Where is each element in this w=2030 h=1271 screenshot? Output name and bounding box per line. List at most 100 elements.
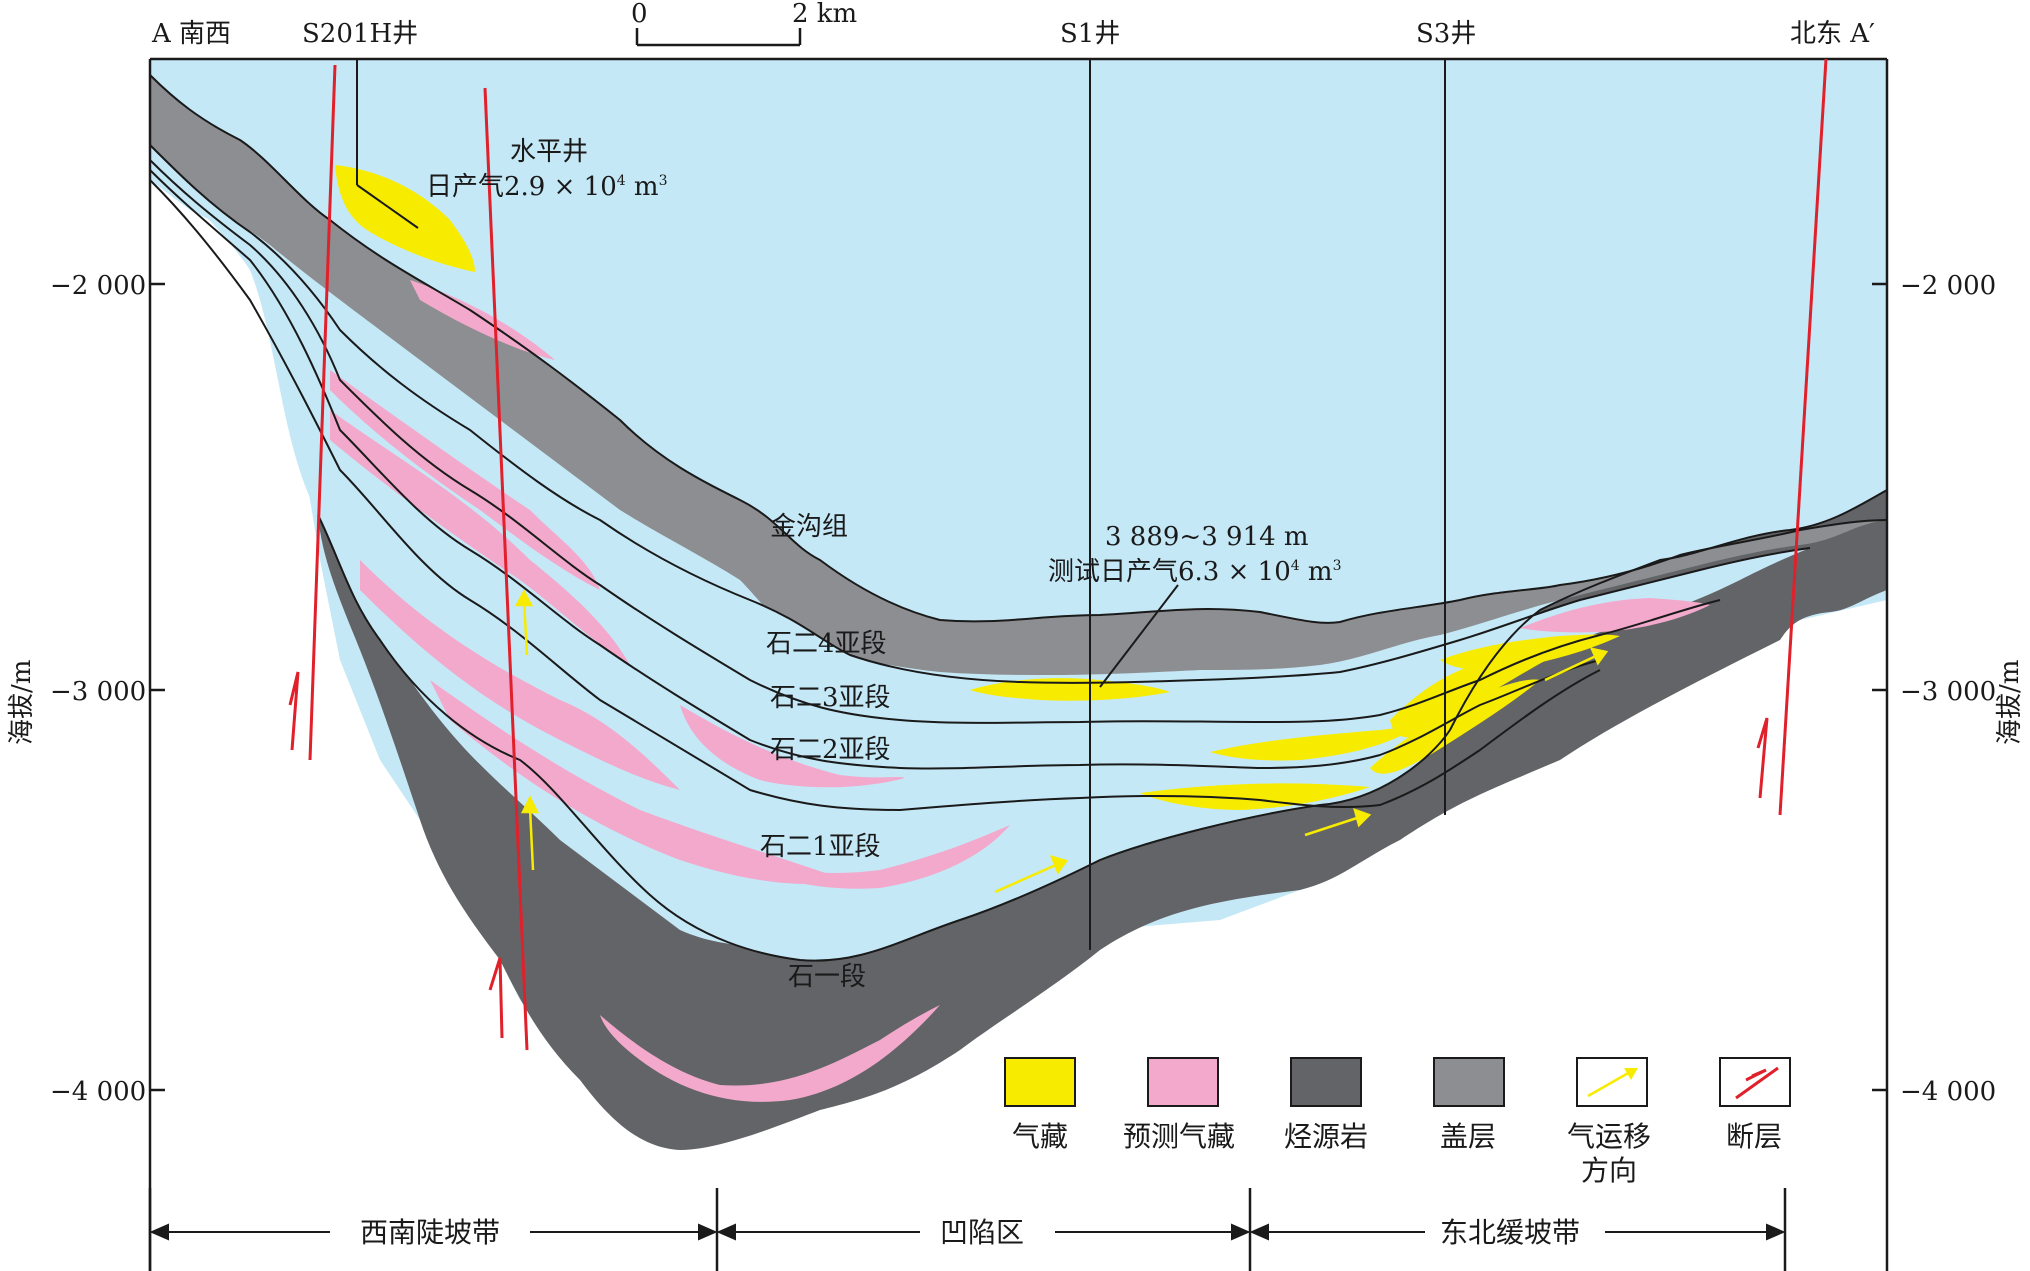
zone-label-depression: 凹陷区 [940,1216,1024,1249]
zone-arrow-head [1231,1223,1251,1241]
scale-bar [635,28,802,47]
section-right-end: 北东 A′ [1790,19,1875,49]
predicted-gas-lens [360,560,680,790]
legend-label-predicted-gas: 预测气藏 [1123,1120,1235,1153]
s1-production: 测试日产气6.3 × 104 m3 [1048,557,1342,587]
legend-label-fault: 断层 [1726,1120,1782,1153]
base-target-line [317,489,1888,962]
legend-label-migration: 气运移 [1567,1120,1651,1153]
horizon-line-4 [149,169,1601,770]
migration-arrow [1544,653,1599,682]
fault-arrow [488,957,504,1039]
gas-reservoirs [335,165,1620,810]
lower-white-fill [150,180,1887,1271]
formation-label-shi2-1: 石二1亚段 [760,832,881,862]
formation-label-jingou: 金沟组 [770,512,848,542]
zone-arrows [149,1223,1786,1241]
legend-label-gas: 气藏 [1012,1120,1068,1153]
horizon-line-5 [149,179,1601,812]
zone-arrow-head [1766,1223,1786,1241]
y-axis-ticks [150,282,1887,1092]
s1-production-unit: m [1300,557,1333,587]
gas-reservoir [1440,634,1620,670]
s201h-production: 日产气2.9 × 104 m3 [426,172,668,202]
migration-arrow-head [1049,855,1069,875]
legend-swatch-predicted-gas [1147,1057,1219,1107]
predicted-gas-lens [680,705,905,788]
faults [288,58,1828,1051]
s1-interval: 3 889~3 914 m [1105,522,1309,552]
wells [356,59,1446,950]
predicted-gas-lens [600,1005,940,1102]
migration-arrow [1304,815,1361,837]
y-axis-title-right: 海拔/m [1995,660,2025,745]
base-cap-line [149,144,1811,684]
legend-label-migration-2: 方向 [1581,1154,1637,1187]
fault-arrow [1756,717,1769,799]
zone-dividers [148,1188,1787,1271]
legend-swatch-gas [1004,1057,1076,1107]
s201h-production-unit-exp: 3 [659,173,668,189]
migration-arrow [528,807,535,871]
s201h-production-exp: 4 [617,173,626,189]
scale-end: 2 km [792,0,857,29]
y-tick-label-left: −4 000 [50,1077,146,1107]
legend-swatch-source-rock [1290,1057,1362,1107]
y-tick-label-left: −2 000 [50,271,146,301]
gas-reservoir [1390,655,1550,738]
fault-line [1778,58,1828,816]
legend-migration-arrow-icon [1587,1070,1631,1098]
formation-label-shi1: 石一段 [788,962,866,992]
zone-label-ne-gentle-slope: 东北缓坡带 [1440,1216,1580,1249]
legend-fault-icon [1735,1066,1779,1100]
predicted-gas-lens [1520,598,1710,633]
zone-arrow-head [698,1223,718,1241]
y-tick-label-left: −3 000 [50,677,146,707]
legend-migration-arrow-head [1624,1068,1638,1080]
legend-swatch-fault [1719,1057,1791,1107]
predicted-gas-lens [330,410,630,665]
zone-arrow-head [716,1223,736,1241]
horizon-lines [149,74,1888,962]
inner-blue-band [150,145,1810,946]
section-left-end: A 南西 [151,19,231,49]
fault-line [483,87,529,1051]
s1-production-exp: 4 [1291,558,1300,574]
fault-line [308,64,337,761]
gas-reservoir [1140,783,1370,810]
predicted-gas-lens [410,280,555,360]
s1-annotation-leader [1099,584,1179,688]
legend: 气藏 预测气藏 烃源岩 盖层 气运移 方向 断层 [1004,1057,1791,1187]
formation-label-shi2-3: 石二3亚段 [770,683,891,713]
well-label-s201h: S201H井 [302,19,418,49]
y-tick-label-right: −3 000 [1900,677,1996,707]
well-s201h-horizontal [356,184,419,229]
y-tick-label-right: −4 000 [1900,1077,1996,1107]
legend-swatch-cap-rock [1433,1057,1505,1107]
zone-label-sw-steep-slope: 西南陡坡带 [360,1216,500,1249]
migration-arrow-head [514,589,534,607]
migration-arrow-head [520,795,540,814]
s1-production-unit-exp: 3 [1333,558,1342,574]
predicted-gas-lens [705,825,1010,889]
gas-reservoir [1210,725,1420,761]
top-cap-line [149,74,1888,624]
migration-arrow-head [1353,808,1372,828]
source-rock-layer [318,490,1887,1150]
s201h-production-unit: m [626,172,659,202]
zone-arrow-head [1249,1223,1269,1241]
migration-arrows [514,589,1609,894]
migration-arrow [522,599,529,656]
horizontal-well-label: 水平井 [510,137,588,167]
migration-arrow-head [1589,647,1609,666]
gas-reservoir [970,678,1170,701]
section-frame [148,57,1889,1271]
well-label-s1: S1井 [1060,19,1120,49]
scale-start: 0 [631,0,648,29]
well-label-s3: S3井 [1416,19,1476,49]
formation-label-shi2-2: 石二2亚段 [770,735,891,765]
horizon-line-3 [149,159,1721,724]
legend-label-cap-rock: 盖层 [1440,1120,1496,1153]
formation-label-shi2-4: 石二4亚段 [766,629,887,659]
